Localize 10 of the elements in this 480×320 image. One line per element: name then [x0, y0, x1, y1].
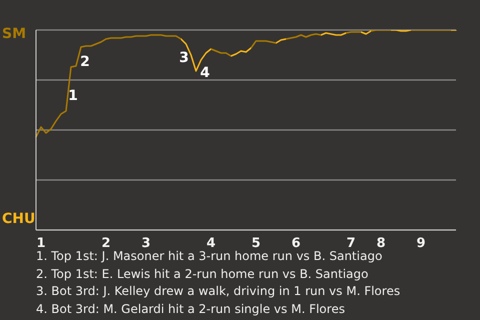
- annotation: 3: [179, 50, 189, 66]
- text: SM: [2, 26, 26, 42]
- annotation: 4: [200, 65, 210, 81]
- annotation: 1: [68, 88, 78, 104]
- text: CHU: [2, 211, 36, 227]
- x-tick-label: 9: [416, 236, 426, 252]
- annotation: 2: [80, 54, 90, 70]
- text: 4. Bot 3rd: M. Gelardi hit a 2-run single vs M. Flores: [36, 300, 346, 318]
- text: 2. Top 1st: E. Lewis hit a 2-run home run vs B. Santiago: [36, 266, 370, 282]
- text: 3. Bot 3rd: J. Kelley drew a walk, driving in 1 run vs M. Flores: [36, 283, 400, 300]
